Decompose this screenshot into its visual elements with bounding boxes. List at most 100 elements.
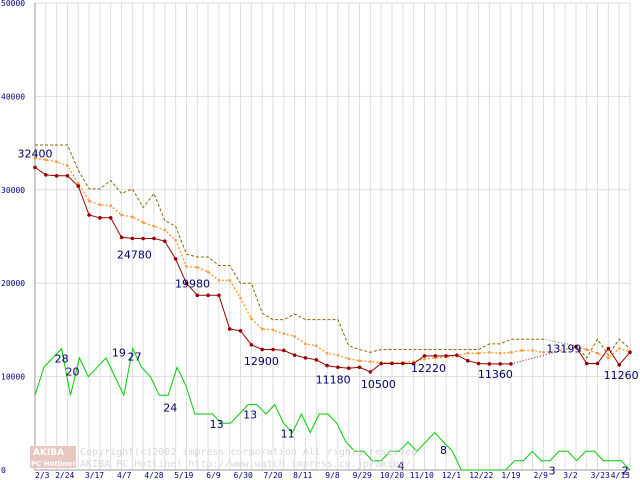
x-tick-label: 3/23 (591, 471, 610, 480)
avg_price-point (617, 347, 621, 350)
avg_price-point (87, 199, 91, 203)
avg_price-point (228, 279, 231, 282)
price-data-label: 32400 (18, 147, 53, 160)
y-tick-label: 50000 (1, 0, 25, 8)
y-tick-label: 10000 (1, 373, 25, 382)
min_price-point (411, 361, 416, 366)
min_price-point (227, 327, 232, 331)
min_price-point (249, 343, 254, 347)
min_price-point (325, 363, 329, 368)
x-tick-label: 4/28 (144, 471, 163, 480)
axes (34, 3, 630, 471)
avg_price-point (531, 349, 534, 352)
min_price-point (314, 357, 319, 362)
min_price-point (108, 216, 113, 220)
avg_price-point (585, 348, 588, 351)
avg_price-point (315, 344, 318, 347)
price-data-label: 24780 (117, 248, 152, 261)
x-tick-label: 1/19 (501, 471, 520, 480)
min_price-point (98, 216, 102, 220)
avg_price-point (98, 203, 102, 206)
max_price-line (35, 144, 544, 353)
price-data-label: 19980 (175, 277, 210, 290)
avg_price-point (260, 327, 264, 331)
min_price-point (44, 173, 48, 177)
x-tick-label: 12/1 (442, 471, 461, 480)
min_price-point (292, 353, 297, 357)
y-tick-labels: 0 10000 20000 30000 40000 50000 (1, 0, 25, 475)
min_price-line (575, 346, 631, 366)
avg_price-point (477, 352, 480, 355)
min_price-point (141, 236, 145, 241)
max_price-gap (543, 338, 577, 347)
y-tick-label: 40000 (1, 92, 25, 101)
min_price-point (444, 354, 448, 358)
min_price-point (76, 184, 81, 188)
x-tick-label: 3/17 (85, 471, 104, 480)
x-tick-label: 6/9 (206, 471, 221, 480)
min_price-point (65, 173, 70, 178)
avg_price-point (293, 335, 296, 338)
x-tick-label: 2/9 (534, 471, 549, 480)
avg_price-point (542, 351, 545, 354)
min_price-point (368, 370, 373, 374)
avg_price-point (163, 228, 167, 232)
shop-count-label: 4 (398, 459, 405, 472)
shop-count-label: 20 (66, 365, 80, 378)
min_price-point (628, 350, 632, 355)
avg_price-point (77, 182, 80, 185)
watermark-logo-bottom: PC Hotline! (31, 460, 75, 468)
min_price-point (574, 344, 578, 349)
avg_price-point (520, 349, 524, 352)
price-data-label: 12900 (244, 355, 279, 368)
min_price-point (379, 361, 383, 366)
min_price-point (163, 239, 167, 243)
avg_price-point (412, 360, 415, 363)
price-data-label: 10500 (361, 378, 396, 391)
min_price-point (433, 354, 438, 358)
shop-count-label: 3 (549, 465, 556, 478)
price-data-label: 11360 (478, 368, 513, 381)
min_price-point (487, 362, 492, 366)
min_price-point (357, 365, 362, 370)
x-tick-label: 4/7 (117, 471, 132, 480)
price-data-label: 11180 (316, 374, 351, 387)
min_price-point (184, 281, 189, 286)
grid (34, 2, 631, 471)
price-data-label: 11260 (604, 369, 639, 382)
x-tick-label: 2/3 (35, 471, 50, 480)
x-tick-label: 6/30 (234, 471, 253, 480)
x-tick-label: 10/20 (380, 471, 404, 480)
watermark-url: AKIBA PC Hotline! http://www.watch.impre… (80, 459, 411, 470)
data-labels: 32400 24780 19980 12900 11180 10500 12220 11360… (18, 147, 639, 477)
shop-count-label: 24 (163, 401, 177, 414)
min_price-point (238, 329, 243, 333)
y-tick-label: 30000 (1, 186, 25, 195)
max_price-line (575, 338, 631, 359)
min_price-point (271, 347, 275, 352)
x-tick-label: 4/13 (611, 471, 630, 480)
avg_price-line (34, 157, 544, 364)
min_price-point (465, 358, 470, 363)
avg_price-point (336, 353, 340, 357)
x-tick-label: 8/11 (293, 471, 312, 480)
x-tick-label: 2/24 (55, 471, 74, 480)
avg_price-gap (543, 346, 576, 353)
avg_price-point (423, 357, 426, 361)
min_price-point (390, 361, 394, 366)
avg_price-point (282, 332, 286, 335)
avg_price-point (141, 221, 145, 224)
watermark-logo-bg (30, 446, 76, 468)
avg_price-point (109, 204, 112, 207)
avg_price-point (120, 213, 123, 217)
x-tick-label: 3/2 (563, 471, 578, 480)
min_price-point (346, 366, 351, 370)
shop_count-line (34, 347, 631, 471)
x-tick-label: 7/20 (263, 471, 282, 480)
avg_price-point (196, 266, 199, 269)
avg_price-point (369, 360, 372, 363)
shop-count-label: 8 (440, 444, 447, 457)
avg_price-point (358, 359, 361, 362)
avg_price-point (607, 356, 610, 360)
avg_price-point (498, 352, 502, 355)
